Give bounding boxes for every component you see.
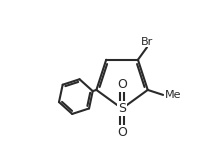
Text: Br: Br (141, 36, 153, 46)
Text: S: S (118, 102, 126, 115)
Text: Me: Me (165, 90, 181, 100)
Text: O: O (117, 126, 127, 139)
Text: O: O (117, 78, 127, 91)
